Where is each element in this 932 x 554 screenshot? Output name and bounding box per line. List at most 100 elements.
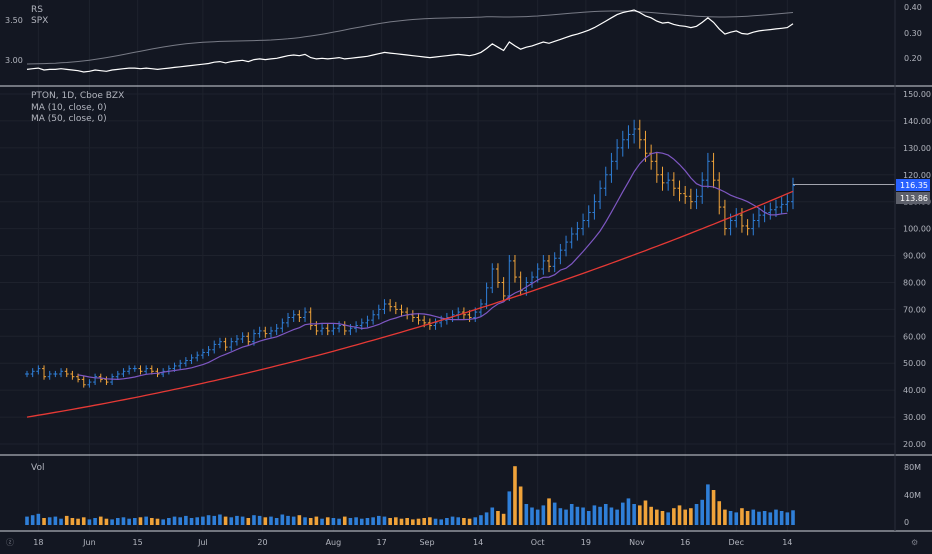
volume-bar [479,515,483,525]
ma10-line[interactable] [77,151,788,381]
volume-bar [445,518,449,525]
volume-bar [240,516,245,525]
volume-bar [365,518,370,525]
volume-bar [93,518,97,525]
volume-bar [762,511,767,525]
volume-bar [394,517,398,525]
volume-bar [672,508,676,525]
ohlc-bar [768,202,773,220]
rs-right-tick: 0.40 [904,3,922,12]
ohlc-bar [620,130,625,157]
volume-bar [115,518,120,525]
ohlc-bar [200,348,205,359]
ohlc-bar [615,139,620,170]
volume-bar [257,515,262,525]
volume-bar [184,515,188,525]
time-tick-label: 20 [257,538,267,547]
volume-bar [144,516,148,525]
ohlc-bar [722,199,727,236]
ma50-legend-label[interactable]: MA (50, close, 0) [31,114,107,124]
rs-legend-label[interactable]: RS [31,5,43,15]
volume-bar [218,514,222,525]
volume-bar [178,517,182,525]
volume-bar [649,506,653,525]
volume-bar [615,509,619,525]
price-tick-label: 100.00 [903,225,931,234]
ohlc-bar [308,307,313,330]
ohlc-bar [291,310,296,322]
volume-bar [30,515,35,525]
ohlc-bar [132,365,137,372]
volume-bar [603,504,608,525]
ohlc-bar [581,213,586,236]
volume-bar [592,505,597,525]
volume-bar [620,502,625,525]
volume-bar [36,513,41,525]
ma50-line[interactable] [26,190,794,418]
last-price-badge[interactable]: 116.35 [896,179,930,191]
rs-line[interactable] [26,9,794,73]
volume-bar [547,498,551,525]
ohlc-bar [212,340,217,354]
ohlc-bar [552,252,557,273]
rs-pane[interactable] [26,9,794,73]
ohlc-bar [592,194,597,220]
volume-bar [586,511,591,525]
volume-bar [76,518,80,525]
rs-right-tick: 0.30 [904,29,922,38]
ohlc-bar [115,370,120,380]
volume-bar [314,516,319,525]
volume-bar [689,508,693,525]
ohlc-bar [30,368,35,378]
symbol-title[interactable]: PTON, 1D, Cboe BZX [31,91,124,101]
volume-bar [575,506,580,525]
ohlc-bar [660,166,665,191]
ohlc-bar [104,376,109,385]
volume-bar [59,518,63,525]
volume-bar [110,519,114,525]
time-tick-label: 16 [680,538,690,547]
volume-bar [484,512,489,525]
ohlc-bar [280,318,285,333]
volume-bar [569,504,574,525]
volume-pane[interactable] [25,466,795,525]
spx-line[interactable] [26,10,794,65]
ohlc-bar [70,370,75,380]
settings-gear-icon[interactable]: ⚙ [911,538,918,547]
volume-bar [535,509,540,525]
timezone-icon[interactable]: ⓩ [6,538,14,547]
volume-bar [280,514,285,525]
volume-bar [201,516,205,525]
ma10-legend-label[interactable]: MA (10, close, 0) [31,103,107,113]
volume-bar [47,517,52,525]
ohlc-bar [541,255,546,275]
volume-title[interactable]: Vol [31,463,44,473]
spx-legend-label[interactable]: SPX [31,16,48,26]
ohlc-bar [64,368,69,378]
price-pane[interactable] [25,119,895,418]
ohlc-bar [643,130,648,162]
volume-bar [428,517,432,525]
volume-bar [660,511,665,525]
volume-bar [643,500,648,525]
ohlc-bar [637,119,642,149]
volume-bar [774,509,778,525]
volume-bar [439,519,444,525]
volume-bar [376,515,381,525]
volume-bar [473,517,478,525]
ohlc-bar [547,255,552,273]
volume-bar [779,511,784,525]
ohlc-bar [575,221,580,241]
ma-value-badge[interactable]: 113.86 [896,192,930,204]
volume-bar [297,515,302,525]
ohlc-bar [688,188,693,210]
ma-value-badge-bg [896,192,930,204]
volume-bar [405,518,409,525]
ohlc-bar [81,376,86,388]
volume-bar [308,518,313,525]
time-tick-label: 15 [133,538,143,547]
volume-bar [223,516,228,525]
ohlc-bar [59,368,64,378]
ohlc-bar [705,152,710,189]
ohlc-bar [677,180,682,202]
